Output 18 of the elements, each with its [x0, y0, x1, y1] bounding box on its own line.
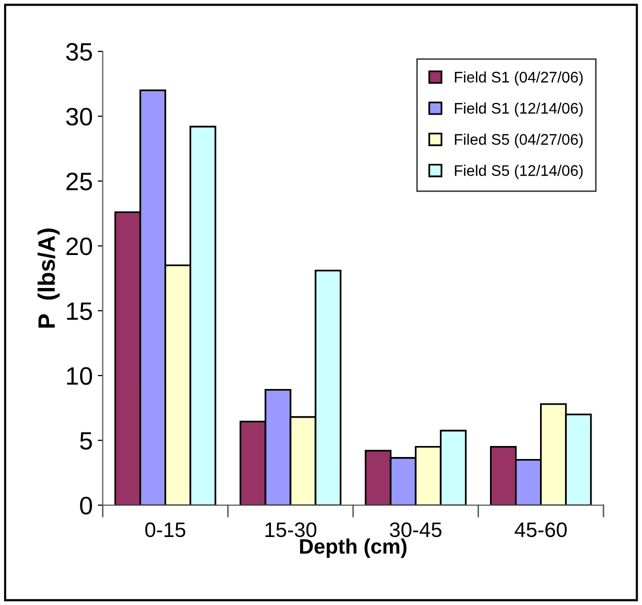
- y-tick-label: 15: [67, 302, 92, 320]
- x-tick-label: 45-60: [514, 522, 567, 538]
- x-tick-label: 30-45: [390, 522, 442, 538]
- y-tick-label: 10: [67, 367, 92, 385]
- legend-label: Filed S5 (04/27/06): [454, 134, 583, 148]
- y-axis-title: P (lbs/A): [38, 228, 60, 328]
- x-axis-title: Depth (cm): [300, 538, 406, 558]
- y-tick-label: 25: [66, 172, 92, 190]
- x-tick-label: 15-30: [265, 522, 316, 538]
- y-tick-label: 5: [80, 432, 92, 450]
- y-tick-label: 20: [66, 237, 92, 256]
- y-tick-label: 30: [66, 108, 92, 126]
- x-tick-label: 0-15: [145, 522, 186, 538]
- legend-label: Field S1 (04/27/06): [454, 71, 583, 86]
- y-tick-label: 35: [66, 43, 92, 61]
- y-tick-label: 0: [80, 496, 92, 514]
- legend-label: Field S1 (12/14/06): [454, 102, 583, 117]
- legend-label: Field S5 (12/14/06): [454, 164, 583, 179]
